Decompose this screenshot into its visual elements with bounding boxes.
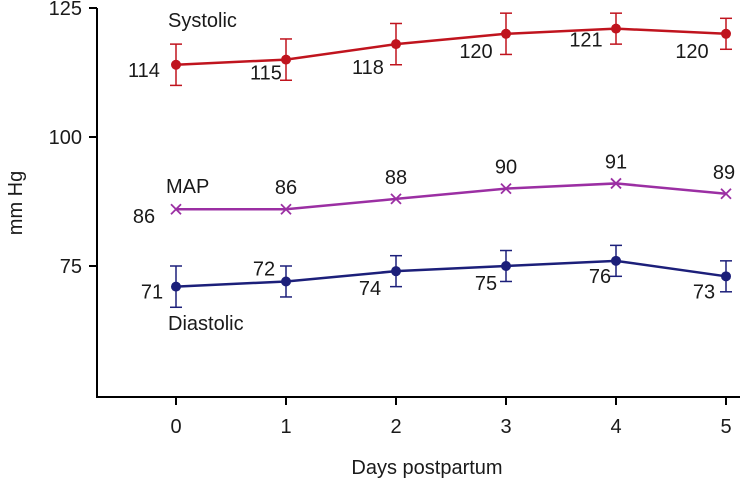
data-point — [610, 177, 622, 190]
series-name-label: Diastolic — [168, 313, 244, 335]
y-axis-title: mm Hg — [5, 171, 27, 235]
series-line — [175, 259, 727, 288]
data-point — [720, 188, 732, 200]
data-point — [611, 23, 621, 34]
data-point — [611, 255, 621, 266]
x-marker-stroke — [390, 193, 402, 205]
x-ticks: 0 1 2 3 4 5 — [170, 397, 732, 438]
x-tick-label: 1 — [280, 416, 291, 438]
x-marker-stroke — [170, 203, 182, 215]
data-point — [391, 266, 401, 277]
series-line — [176, 182, 727, 211]
data-label: 75 — [475, 273, 497, 295]
series-systolic: 114 115 118 120 121 120 Systolic — [128, 10, 732, 87]
x-tick-label: 3 — [500, 416, 511, 438]
x-axis-title: Days postpartum — [351, 457, 502, 479]
x-marker-stroke — [280, 203, 292, 215]
data-label: 121 — [569, 30, 602, 52]
y-tick-label: 125 — [49, 0, 82, 20]
data-point — [280, 203, 292, 215]
axes — [96, 8, 740, 398]
x-marker-stroke — [500, 182, 512, 195]
data-label: 90 — [495, 157, 517, 179]
series-diastolic: 71 72 74 75 76 73 Diastolic — [141, 244, 732, 335]
data-point — [721, 271, 731, 282]
data-label: 91 — [605, 151, 627, 173]
data-point — [281, 276, 291, 287]
data-point — [500, 182, 512, 195]
x-marker-stroke — [720, 188, 732, 200]
data-label: 115 — [250, 63, 282, 85]
data-point — [501, 261, 511, 271]
data-point — [390, 193, 402, 205]
data-point — [281, 54, 291, 65]
data-label: 120 — [459, 41, 492, 63]
data-label: 88 — [385, 167, 407, 189]
data-label: 120 — [675, 41, 708, 63]
series-map: 86 86 88 90 91 89 MAP — [133, 151, 735, 228]
x-tick-label: 5 — [720, 416, 731, 438]
series-name-label: MAP — [166, 176, 209, 198]
data-point — [171, 59, 181, 70]
data-label: 71 — [141, 282, 163, 304]
x-tick-label: 4 — [610, 416, 621, 438]
data-point — [391, 39, 401, 50]
x-marker-stroke — [610, 177, 622, 190]
data-label: 72 — [253, 258, 275, 280]
y-tick-label: 75 — [60, 256, 82, 278]
y-ticks: 75 100 125 — [49, 0, 97, 278]
series-name-label: Systolic — [168, 10, 237, 32]
data-label: 86 — [275, 177, 297, 199]
x-tick-label: 2 — [390, 416, 401, 438]
x-tick-label: 0 — [170, 416, 181, 438]
data-point — [721, 28, 731, 39]
data-label: 118 — [352, 57, 384, 79]
data-label: 73 — [693, 281, 715, 303]
data-label: 89 — [713, 162, 735, 184]
data-point — [170, 203, 182, 215]
data-label: 86 — [133, 206, 155, 228]
data-point — [171, 281, 181, 292]
data-label: 76 — [589, 266, 611, 288]
data-label: 74 — [359, 278, 381, 300]
data-point — [501, 28, 511, 39]
plot-area: 114 115 118 120 121 120 Systolic 86 86 88 90 91 89 MA… — [128, 10, 735, 335]
y-tick-label: 100 — [49, 127, 82, 149]
data-label: 114 — [128, 60, 160, 82]
series-line — [175, 27, 727, 67]
